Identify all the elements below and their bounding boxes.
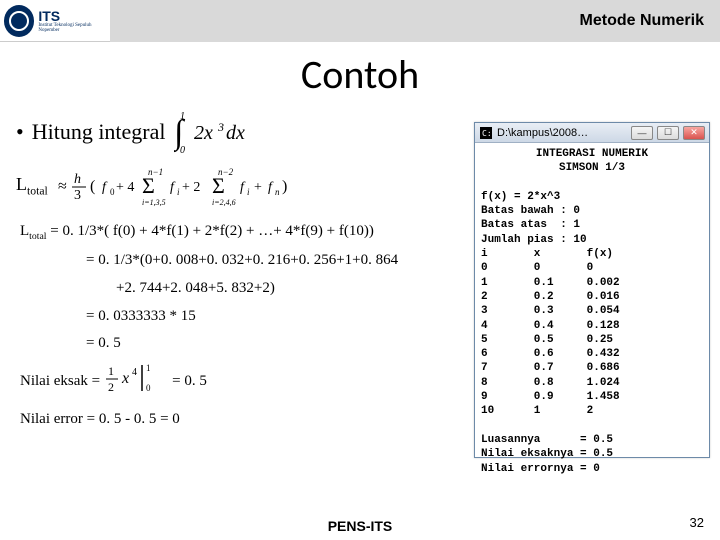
svg-text:+: +: [254, 180, 262, 195]
exact-formula: 1 2 x 4 1 0: [106, 361, 166, 403]
table-row: 4 0.4 0.128: [481, 320, 620, 332]
slide-title: Contoh: [0, 50, 720, 99]
close-button[interactable]: ✕: [683, 126, 705, 140]
course-title: Metode Numerik: [110, 0, 720, 42]
minimize-button[interactable]: —: [631, 126, 653, 140]
svg-text:3: 3: [74, 188, 81, 203]
console-result-3: Nilai errornya = 0: [481, 463, 600, 475]
svg-text:4: 4: [132, 367, 137, 378]
logo-brand: ITS: [38, 9, 110, 23]
svg-text:n: n: [275, 187, 280, 197]
cmd-icon: C:: [479, 126, 493, 140]
console-batas-atas: Batas atas : 1: [481, 219, 580, 231]
logo-text: ITS Institut Teknologi Sepuluh Nopember: [38, 9, 110, 33]
console-batas-bawah: Batas bawah : 0: [481, 205, 580, 217]
console-result-2: Nilai eksaknya = 0.5: [481, 448, 613, 460]
simpson-formula: ≈ h 3 ( f 0 + 4 n−1 Σ i=1,3,5 f i + 2 n−…: [58, 161, 358, 211]
svg-text:1: 1: [146, 363, 151, 373]
table-row: 7 0.7 0.686: [481, 362, 620, 374]
console-result-1: Luasannya = 0.5: [481, 434, 613, 446]
table-row: 6 0.6 0.432: [481, 348, 620, 360]
table-row: 1 0.1 0.002: [481, 277, 620, 289]
maximize-button[interactable]: ☐: [657, 126, 679, 140]
console-window: C: D:\kampus\2008… — ☐ ✕ INTEGRASI NUMER…: [474, 122, 710, 458]
svg-text:0: 0: [110, 187, 115, 197]
svg-text:f: f: [240, 180, 246, 195]
svg-text:i=1,3,5: i=1,3,5: [142, 198, 166, 207]
bullet-dot: •: [16, 116, 24, 148]
console-jumlah-pias: Jumlah pias : 10: [481, 234, 587, 246]
svg-text:1: 1: [108, 364, 114, 378]
table-row: 0 0 0: [481, 262, 593, 274]
slide-header: ITS Institut Teknologi Sepuluh Nopember …: [0, 0, 720, 42]
table-row: 3 0.3 0.054: [481, 305, 620, 317]
svg-text:x: x: [121, 370, 129, 387]
svg-text:+ 4: + 4: [116, 180, 134, 195]
console-title-text: D:\kampus\2008…: [497, 127, 627, 139]
logo-subtitle: Institut Teknologi Sepuluh Nopember: [38, 23, 110, 33]
table-row: 10 1 2: [481, 405, 593, 417]
svg-text:f: f: [102, 180, 108, 195]
svg-text:dx: dx: [226, 122, 245, 144]
svg-text:+ 2: + 2: [182, 180, 200, 195]
svg-text:(: (: [90, 178, 95, 195]
table-row: 9 0.9 1.458: [481, 391, 620, 403]
page-number: 32: [690, 515, 704, 530]
svg-text:2x: 2x: [194, 122, 213, 144]
console-titlebar[interactable]: C: D:\kampus\2008… — ☐ ✕: [475, 123, 709, 143]
table-row: 8 0.8 1.024: [481, 377, 620, 389]
console-table-header: i x f(x): [481, 248, 613, 260]
logo-block: ITS Institut Teknologi Sepuluh Nopember: [0, 0, 110, 42]
ltotal-symbol: Ltotal: [16, 171, 48, 201]
svg-text:f: f: [170, 180, 176, 195]
svg-text:3: 3: [217, 120, 224, 134]
table-row: 2 0.2 0.016: [481, 291, 620, 303]
console-header-2: SIMSON 1/3: [481, 161, 703, 175]
svg-text:i: i: [247, 187, 250, 197]
svg-text:i=2,4,6: i=2,4,6: [212, 198, 236, 207]
console-header-1: INTEGRASI NUMERIK: [481, 147, 703, 161]
svg-text:0: 0: [146, 383, 151, 393]
svg-text:i: i: [177, 187, 180, 197]
console-func: f(x) = 2*x^3: [481, 191, 560, 203]
svg-text:Σ: Σ: [212, 173, 225, 198]
svg-text:): ): [282, 178, 287, 195]
bullet-text: Hitung integral: [32, 116, 166, 148]
console-output: INTEGRASI NUMERIKSIMSON 1/3 f(x) = 2*x^3…: [475, 143, 709, 480]
svg-text:0: 0: [180, 145, 185, 155]
svg-text:C:: C:: [482, 129, 492, 138]
table-row: 5 0.5 0.25: [481, 334, 613, 346]
svg-text:2: 2: [108, 380, 114, 394]
svg-text:Σ: Σ: [142, 173, 155, 198]
svg-text:h: h: [74, 172, 81, 187]
footer-text: PENS-ITS: [0, 518, 720, 534]
its-logo-icon: [4, 5, 34, 37]
svg-text:≈: ≈: [58, 178, 67, 195]
svg-text:f: f: [268, 180, 274, 195]
integral-expression: 1 ∫ 0 2x 3 dx: [174, 109, 264, 155]
